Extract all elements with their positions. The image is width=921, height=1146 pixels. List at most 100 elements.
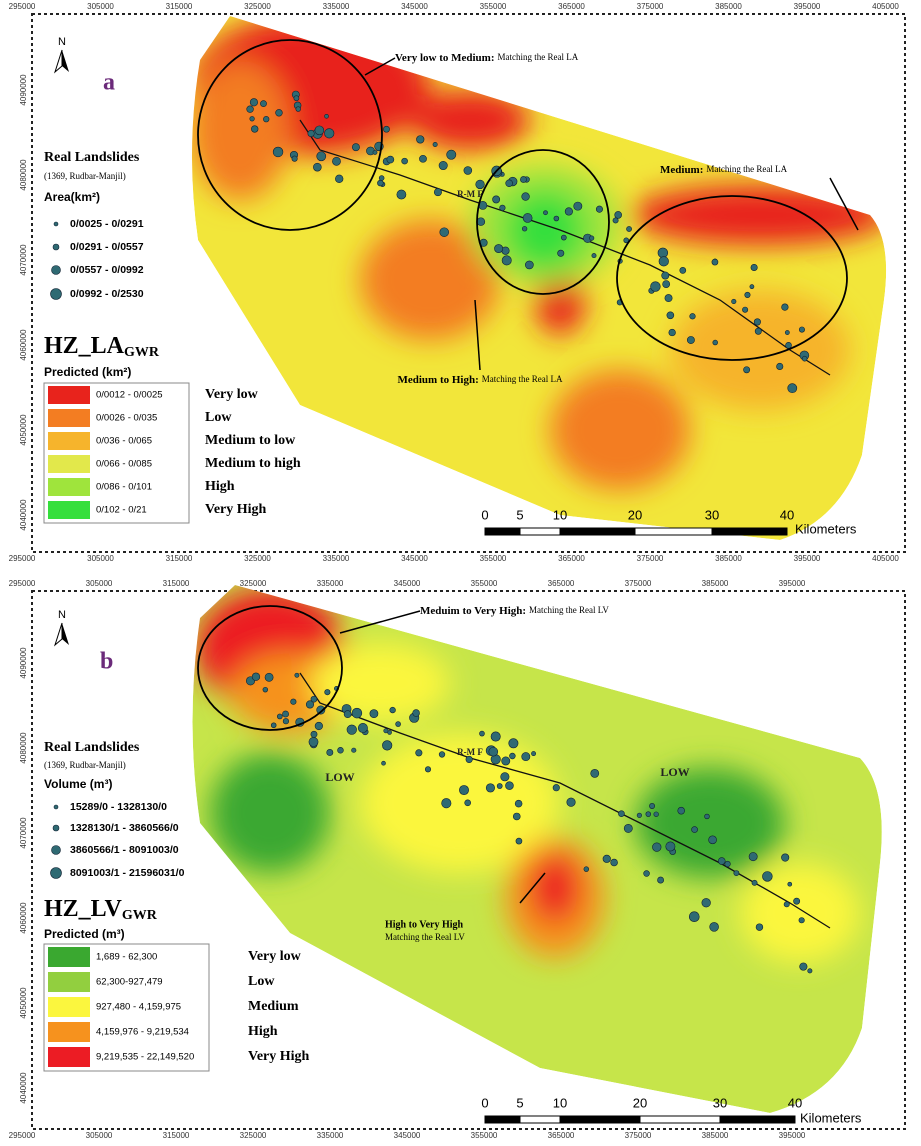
landslide-point [271,723,276,728]
landslide-point [743,367,749,373]
legend-swatch [48,409,90,427]
landslide-point [567,798,576,807]
landslide-point [390,707,396,713]
landslide-point [553,784,560,791]
annotation-bold: Medium to High: [397,374,478,386]
left-coordinate: 4090000 [19,647,28,679]
left-coordinate: 4060000 [19,902,28,934]
scale-segment [635,528,712,535]
annotation-text: Matching the Real LA [498,52,579,62]
landslide-point [373,150,377,154]
legend-dot [54,805,58,809]
annotation-bold: Medium: [660,164,703,176]
scale-tick: 30 [705,507,719,522]
landslide-point [263,116,269,122]
landslide-point [788,882,792,886]
landslide-point [433,142,437,146]
landslide-point [502,757,510,765]
landslide-point [637,813,642,818]
left-coordinate: 4070000 [19,817,28,849]
scale-tick: 10 [553,507,567,522]
hazard-zone [740,863,860,963]
panel: 2950003050003150003250003350003450003550… [9,579,905,1140]
landslide-point [709,836,717,844]
hazard-range: 927,480 - 4,159,975 [96,1002,181,1013]
landslide-class: 0/0291 - 0/0557 [70,241,144,253]
landslide-point [352,708,362,718]
legend-swatch [48,1047,90,1067]
bottom-coordinate: 305000 [87,554,114,563]
landslide-point [662,272,669,279]
landslide-point [657,877,663,883]
legend-swatch [48,501,90,519]
landslide-point [799,327,804,332]
landslide-point [591,769,599,777]
legend-swatch [48,478,90,496]
bottom-coordinate: 365000 [548,1131,575,1140]
landslide-point [762,872,772,882]
landslide-point [626,226,631,231]
landslide-point [493,196,500,203]
landslide-point [338,747,344,753]
top-coordinate: 375000 [637,2,664,11]
landslide-point [713,340,718,345]
landslide-point [313,163,321,171]
top-coordinate: 365000 [548,579,575,588]
hazard-range: 0/0012 - 0/0025 [96,390,163,401]
landslide-point [523,213,532,222]
landslide-point [565,208,573,216]
left-coordinate: 4060000 [19,329,28,361]
top-coordinate: 355000 [480,2,507,11]
top-coordinate: 385000 [702,579,729,588]
landslide-point [477,218,485,226]
annotation: Medium:Matching the Real LA [660,164,788,176]
landslide-point [705,814,710,819]
bottom-coordinate: 395000 [794,554,821,563]
landslide-point [531,751,535,755]
landslide-point [332,157,340,165]
landslide-point [419,155,426,162]
landslide-point [808,969,812,973]
bottom-coordinate: 315000 [163,1131,190,1140]
hazard-label: Medium [248,999,299,1014]
bottom-coordinate: 325000 [244,554,271,563]
hazard-label: Very High [248,1049,310,1064]
bottom-coordinate: 355000 [471,1131,498,1140]
figure: 2950003050003150003250003350003450003550… [0,0,921,1146]
hazard-title-subscript: GWR [122,908,158,923]
top-coordinate: 325000 [244,2,271,11]
landslide-point [502,256,511,265]
landslide-point [505,782,513,790]
landslide-class: 0/0992 - 0/2530 [70,288,144,300]
annotation: Very low to Medium:Matching the Real LA [395,52,579,64]
legend-dot [54,222,58,226]
top-coordinate: 395000 [779,579,806,588]
top-coordinate: 355000 [471,579,498,588]
landslide-point [613,218,618,223]
scale-tick: 20 [633,1095,647,1110]
scale-segment [520,1116,560,1123]
landslide-point [309,737,318,746]
landslide-point [690,313,696,319]
north-arrow [62,50,69,72]
landslide-point [800,963,808,971]
landslide-point [652,843,661,852]
landslide-point [265,673,273,681]
landslide-point [439,752,445,758]
top-coordinate: 325000 [240,579,267,588]
legend-swatch [48,947,90,967]
landslide-point [283,718,289,724]
landslide-legend-subtitle: (1369, Rudbar-Manjil) [44,760,126,770]
landslide-point [500,205,506,211]
landslide-legend-title: Real Landslides [44,150,140,165]
hazard-zone [310,643,450,723]
scale-segment [485,1116,520,1123]
annotation: Meduim to Very High:Matching the Real LV [420,605,609,617]
landslide-point [292,156,297,161]
hazard-range: 1,689 - 62,300 [96,952,157,963]
landslide-point [442,798,451,807]
landslide-point [712,259,718,265]
landslide-point [294,96,299,101]
landslide-point [311,696,317,702]
landslide-point [678,807,685,814]
